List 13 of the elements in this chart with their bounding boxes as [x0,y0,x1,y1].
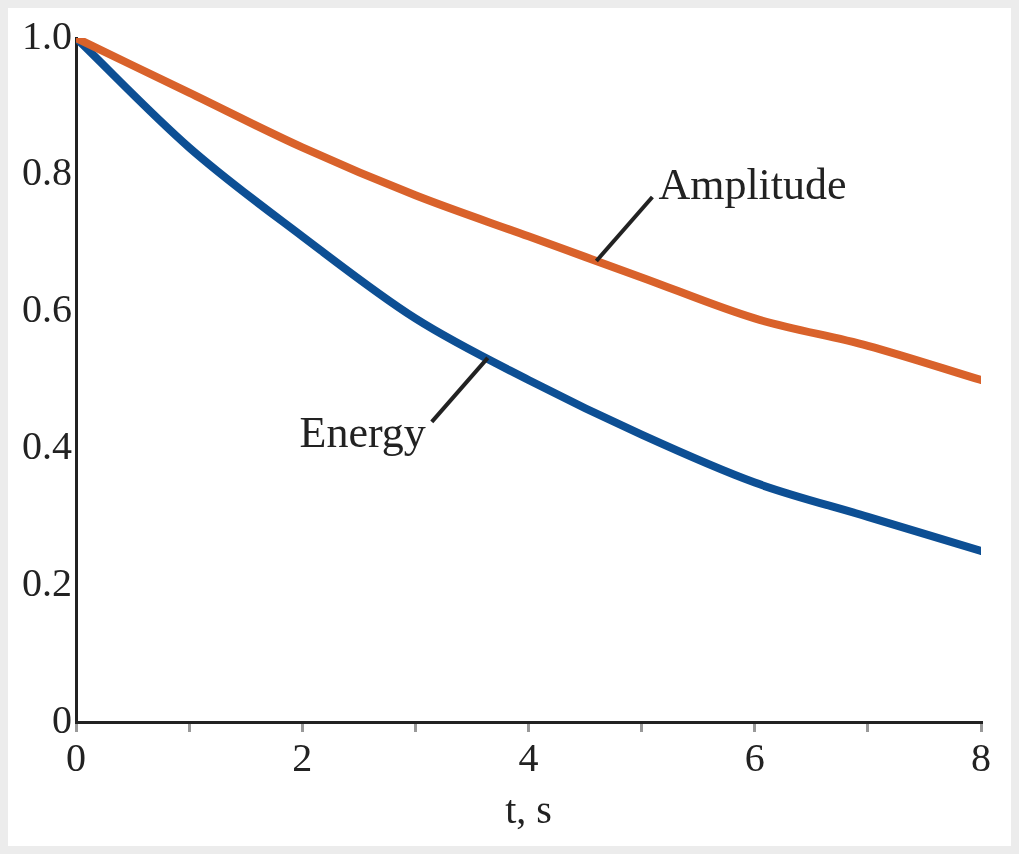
x-tick-label: 4 [518,734,539,780]
y-tick-label: 0 [52,696,72,742]
x-tick-label: 8 [971,734,991,780]
x-axis-title: t, s [505,786,552,832]
x-tick-label: 2 [292,734,313,780]
series-label: Energy [299,408,426,458]
series-label: Amplitude [658,159,847,209]
y-tick-label: 0.8 [22,149,72,195]
y-tick-label: 0.2 [22,559,72,605]
y-tick-label: 0.6 [22,286,72,332]
y-tick-label: 1.0 [22,12,72,58]
y-tick-label: 0.4 [22,422,72,468]
x-tick-label: 6 [744,734,765,780]
